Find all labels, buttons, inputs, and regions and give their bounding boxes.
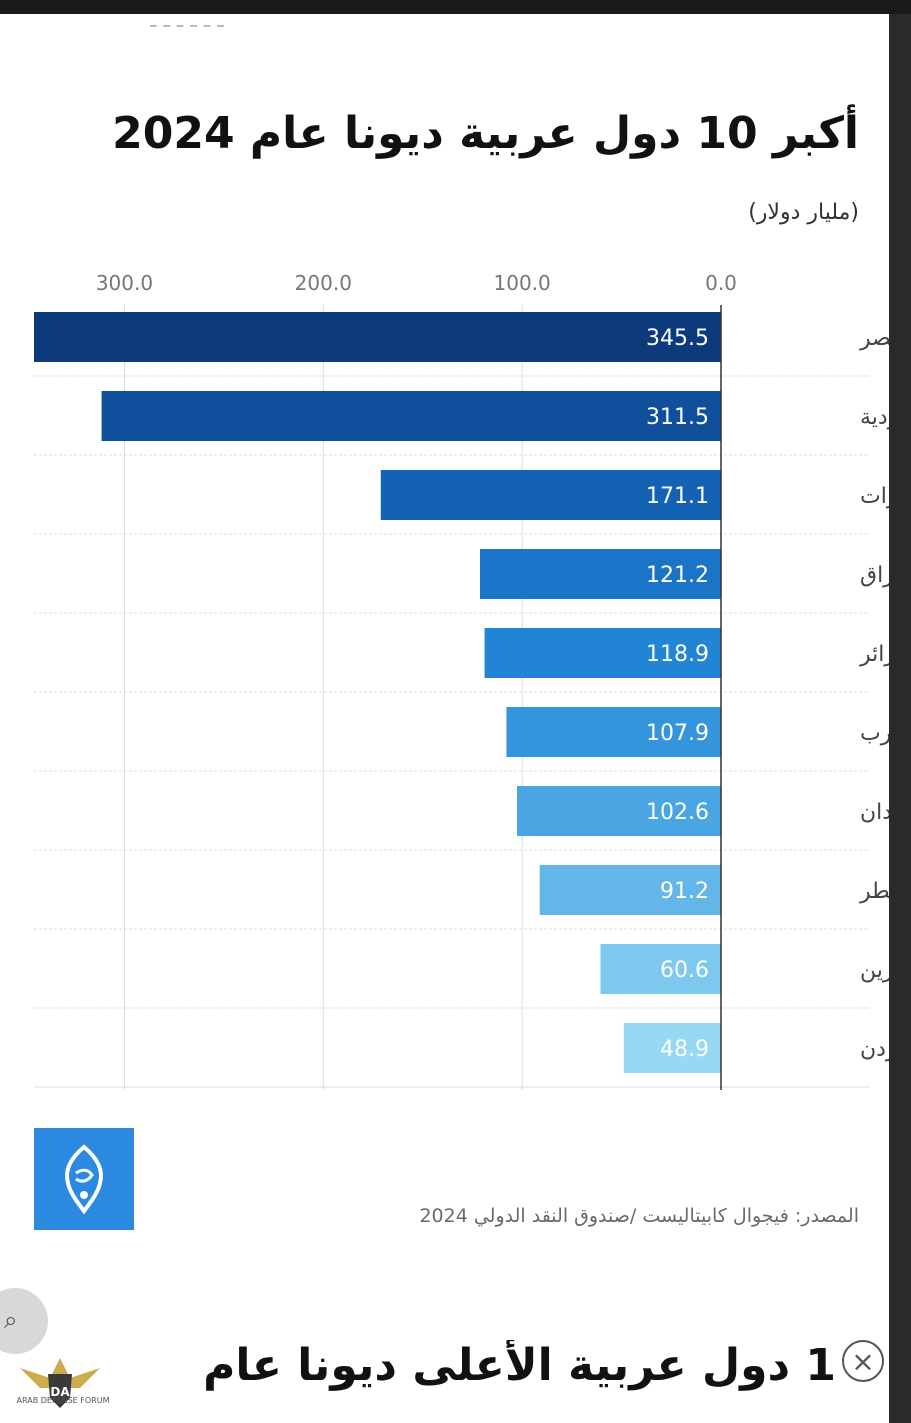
category-label-7: قطر [859,879,889,904]
bar-6 [516,786,721,836]
category-label-6: السودان [860,800,889,825]
chart-source: المصدر: فيجوال كابيتاليست /صندوق النقد ا… [419,1205,859,1227]
al-jazeera-logo-icon [34,1128,134,1230]
category-label-1: السعودية [860,405,889,430]
clipped-header-text: ـ ـ ـ ـ ـ ـ [150,14,224,33]
category-label-4: الجزائر [859,642,889,667]
bar-2 [380,470,721,520]
watermark-mark: DA [50,1385,70,1399]
bar-8 [600,944,721,994]
bar-value-label-4: 118.9 [646,642,709,667]
chart-card [0,14,889,1314]
bar-value-label-5: 107.9 [646,721,709,746]
bar-value-label-1: 311.5 [646,405,709,430]
bar-value-label-0: 345.5 [646,326,709,351]
bar-9 [623,1023,721,1073]
result-title-link[interactable]: 1 دول عربية الأعلى ديونا عام [203,1340,836,1391]
x-tick-label-2: 200.0 [295,271,352,295]
chart-title: أكبر 10 دول عربية ديونا عام 2024 [112,108,859,159]
bar-7 [539,865,721,915]
category-label-5: المغرب [860,721,889,746]
bar-value-label-7: 91.2 [660,879,709,904]
bar-value-label-8: 60.6 [660,958,709,983]
category-label-0: مصر [859,326,889,351]
bar-0 [34,312,721,362]
bar-value-label-9: 48.9 [660,1037,709,1062]
right-edge-bar [889,14,911,1423]
bar-4 [484,628,721,678]
bar-chart: 0.0 100.0 200.0 300.0 345.5 مصر 311.5 السعودية 1… [34,271,889,1090]
category-label-9: الأردن [860,1035,889,1062]
bar-1 [101,391,721,441]
top-system-bar [0,0,911,14]
bar-5 [506,707,721,757]
x-tick-label-1: 100.0 [494,271,551,295]
x-tick-label-0: 0.0 [705,271,737,295]
chart-unit: (مليار دولار) [748,200,859,225]
watermark-text: ARAB DEFENSE FORUM [16,1396,110,1405]
google-lens-icon: ⌕ [4,1306,18,1334]
arab-defense-forum-watermark: DA [20,1358,100,1408]
bar-3 [480,549,721,599]
result-caption-area [0,1314,889,1423]
close-button[interactable]: × [842,1340,884,1382]
bar-value-label-6: 102.6 [646,800,709,825]
category-label-2: الإمارات [860,484,889,509]
bar-value-label-3: 121.2 [646,563,709,588]
x-tick-label-3: 300.0 [96,271,153,295]
category-label-8: البحرين [860,958,889,983]
bar-value-label-2: 171.1 [646,484,709,509]
category-label-3: العراق [860,563,889,588]
